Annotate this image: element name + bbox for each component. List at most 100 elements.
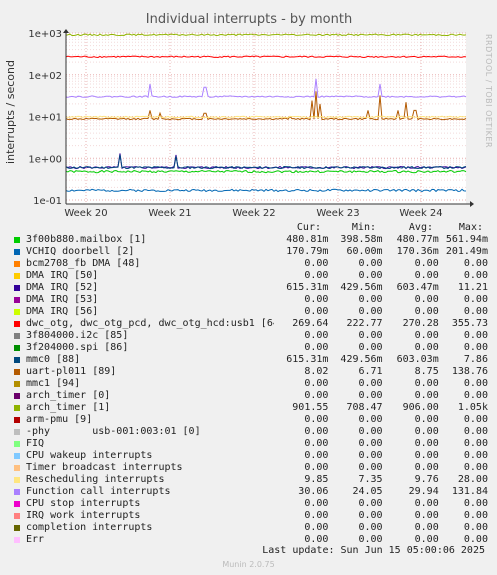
legend-item: uart-pl011 [89] 8.02 6.71 8.75 138.76 xyxy=(14,366,488,378)
legend-avg: 0.00 xyxy=(414,306,439,317)
legend-min: 429.56m xyxy=(340,354,383,365)
legend-avg: 0.00 xyxy=(414,498,439,509)
legend-swatch xyxy=(14,321,20,327)
legend-min: 0.00 xyxy=(358,258,383,269)
legend-name: arm-pmu [9] xyxy=(26,414,93,425)
col-max: Max: xyxy=(458,222,483,233)
legend-min: 0.00 xyxy=(358,294,383,305)
legend-item: dwc_otg, dwc_otg_pcd, dwc_otg_hcd:usb1 [… xyxy=(14,318,488,330)
legend-cur: 0.00 xyxy=(304,438,329,449)
legend-swatch xyxy=(14,489,20,495)
legend-swatch xyxy=(14,357,20,363)
legend-avg: 0.00 xyxy=(414,426,439,437)
legend-swatch xyxy=(14,369,20,375)
legend-item: VCHIQ doorbell [2] 170.79m 60.00m 170.36m 20… xyxy=(14,246,488,258)
legend-cur: 9.85 xyxy=(304,474,329,485)
legend-max: 0.00 xyxy=(463,438,488,449)
series-line xyxy=(65,78,467,99)
legend-min: 0.00 xyxy=(358,498,383,509)
legend-avg: 0.00 xyxy=(414,294,439,305)
legend-name: mmc1 [94] xyxy=(26,378,81,389)
legend-item: arch_timer [1] 901.55 708.47 906.00 1.05k xyxy=(14,402,488,414)
x-axis-arrow xyxy=(470,201,474,207)
legend-avg: 0.00 xyxy=(414,510,439,521)
legend-swatch xyxy=(14,237,20,243)
legend-cur: 8.02 xyxy=(304,366,329,377)
legend-swatch xyxy=(14,249,20,255)
legend-avg: 603.47m xyxy=(396,282,439,293)
legend-avg: 0.00 xyxy=(414,414,439,425)
legend-cur: 0.00 xyxy=(304,270,329,281)
legend-cur: 0.00 xyxy=(304,462,329,473)
legend-max: 0.00 xyxy=(463,270,488,281)
legend-cur: 0.00 xyxy=(304,498,329,509)
legend-swatch xyxy=(14,513,20,519)
legend-cur: 615.31m xyxy=(286,354,329,365)
x-tick-label: Week 20 xyxy=(64,208,107,219)
legend-swatch xyxy=(14,525,20,531)
legend-swatch xyxy=(14,441,20,447)
legend-max: 561.94m xyxy=(445,234,488,245)
legend-cur: 0.00 xyxy=(304,390,329,401)
legend-max: 0.00 xyxy=(463,498,488,509)
legend-max: 0.00 xyxy=(463,414,488,425)
legend-avg: 480.77m xyxy=(396,234,439,245)
legend-cur: 901.55 xyxy=(292,402,329,413)
legend-swatch xyxy=(14,429,20,435)
legend-avg: 0.00 xyxy=(414,378,439,389)
legend-max: 0.00 xyxy=(463,258,488,269)
legend-min: 0.00 xyxy=(358,330,383,341)
legend-name: 3f804000.i2c [85] xyxy=(26,330,129,341)
legend-item: mmc0 [88] 615.31m 429.56m 603.03m 7.86 xyxy=(14,354,488,366)
legend-min: 708.47 xyxy=(346,402,383,413)
legend-cur: 0.00 xyxy=(304,426,329,437)
legend-name: bcm2708_fb DMA [48] xyxy=(26,258,141,269)
legend-name: uart-pl011 [89] xyxy=(26,366,117,377)
legend-name: mmc0 [88] xyxy=(26,354,81,365)
legend-min: 222.77 xyxy=(346,318,383,329)
legend-min: 0.00 xyxy=(358,414,383,425)
legend-cur: 0.00 xyxy=(304,306,329,317)
legend-avg: 0.00 xyxy=(414,462,439,473)
legend-swatch xyxy=(14,273,20,279)
legend-avg: 9.76 xyxy=(414,474,439,485)
legend-item: Timer broadcast interrupts 0.00 0.00 0.00 0.… xyxy=(14,462,488,474)
legend-avg: 906.00 xyxy=(402,402,439,413)
legend-avg: 603.03m xyxy=(396,354,439,365)
legend-max: 201.49m xyxy=(445,246,488,257)
legend-max: 1.05k xyxy=(457,402,488,413)
series-lines xyxy=(65,33,467,193)
legend-cur: 170.79m xyxy=(286,246,329,257)
legend-item: Rescheduling interrupts 9.85 7.35 9.76 28.00 xyxy=(14,474,488,486)
legend: Cur: Min: Avg: Max: 3f00b880.mailbox [1]… xyxy=(14,222,488,546)
legend-name: CPU stop interrupts xyxy=(26,498,141,509)
legend-cur: 0.00 xyxy=(304,522,329,533)
legend-name: CPU wakeup interrupts xyxy=(26,450,153,461)
legend-name: Function call interrupts xyxy=(26,486,171,497)
legend-cur: 0.00 xyxy=(304,534,329,545)
legend-item: 3f00b880.mailbox [1] 480.81m 398.58m 480.77… xyxy=(14,234,488,246)
legend-cur: 0.00 xyxy=(304,510,329,521)
legend-item: 3f204000.spi [86] 0.00 0.00 0.00 0.00 xyxy=(14,342,488,354)
legend-name: DMA IRQ [50] xyxy=(26,270,99,281)
legend-swatch xyxy=(14,465,20,471)
legend-avg: 170.36m xyxy=(396,246,439,257)
y-axis-arrow xyxy=(63,29,69,33)
legend-name: completion interrupts xyxy=(26,522,153,533)
legend-item: Function call interrupts 30.06 24.05 29.94 1… xyxy=(14,486,488,498)
col-min: Min: xyxy=(351,222,376,233)
y-tick-label: 1e-01 xyxy=(33,196,62,207)
x-tick-label: Week 21 xyxy=(148,208,191,219)
legend-avg: 0.00 xyxy=(414,270,439,281)
series-line xyxy=(65,169,467,174)
legend-swatch xyxy=(14,345,20,351)
legend-name: Rescheduling interrupts xyxy=(26,474,165,485)
legend-header: Cur: Min: Avg: Max: xyxy=(14,222,488,234)
legend-min: 0.00 xyxy=(358,378,383,389)
legend-swatch xyxy=(14,417,20,423)
legend-avg: 0.00 xyxy=(414,330,439,341)
legend-max: 0.00 xyxy=(463,450,488,461)
legend-swatch xyxy=(14,477,20,483)
legend-item: -phy usb-001:003:01 [0] 0.00 0.00 0.00 0.00 xyxy=(14,426,488,438)
